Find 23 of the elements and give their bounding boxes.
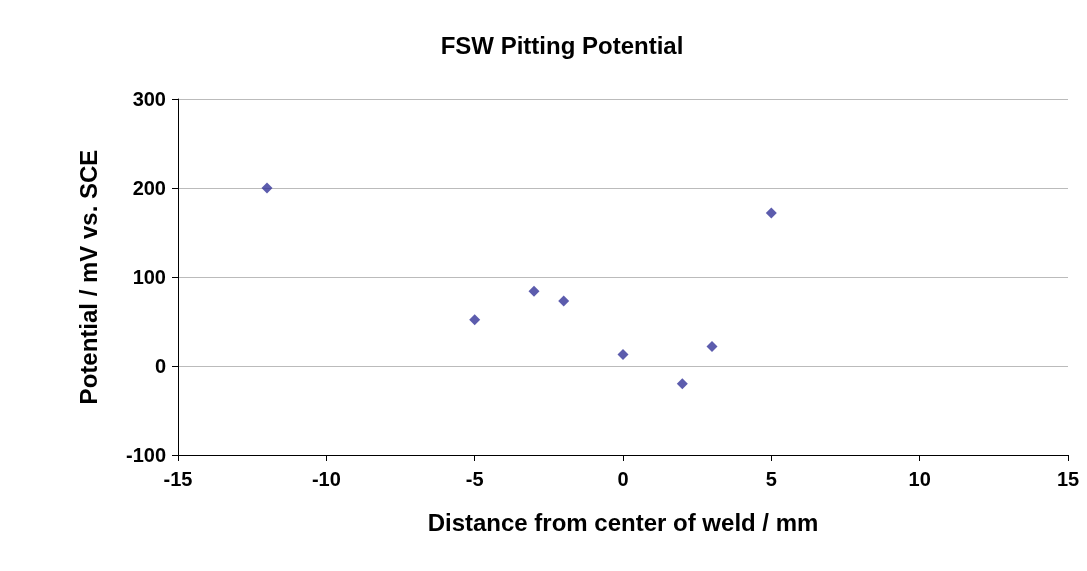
x-tick-label: 15 [1056, 468, 1080, 490]
x-tick-label: -10 [311, 468, 341, 490]
y-tick-label: 200 [132, 177, 166, 199]
y-axis-title: Potential / mV vs. SCE [74, 149, 102, 405]
point [469, 314, 481, 326]
x-axis-title: Distance from center of weld / mm [427, 508, 819, 536]
point [706, 340, 718, 352]
y-tick-label: 100 [132, 266, 166, 288]
point [617, 348, 629, 360]
chart-title: FSW Pitting Potential [440, 31, 684, 59]
point [765, 207, 777, 219]
y-tick-label: 0 [154, 355, 166, 377]
y-tick-label: 300 [132, 88, 166, 110]
x-tick-label: -15 [163, 468, 193, 490]
point [676, 378, 688, 390]
y-tick-label: -100 [125, 444, 166, 466]
x-tick-label: 10 [908, 468, 931, 490]
point [558, 295, 570, 307]
x-tick-label: -5 [465, 468, 484, 490]
x-tick-label: 5 [765, 468, 777, 490]
point [261, 182, 273, 194]
point [528, 285, 540, 297]
x-tick-label: 0 [617, 468, 629, 490]
